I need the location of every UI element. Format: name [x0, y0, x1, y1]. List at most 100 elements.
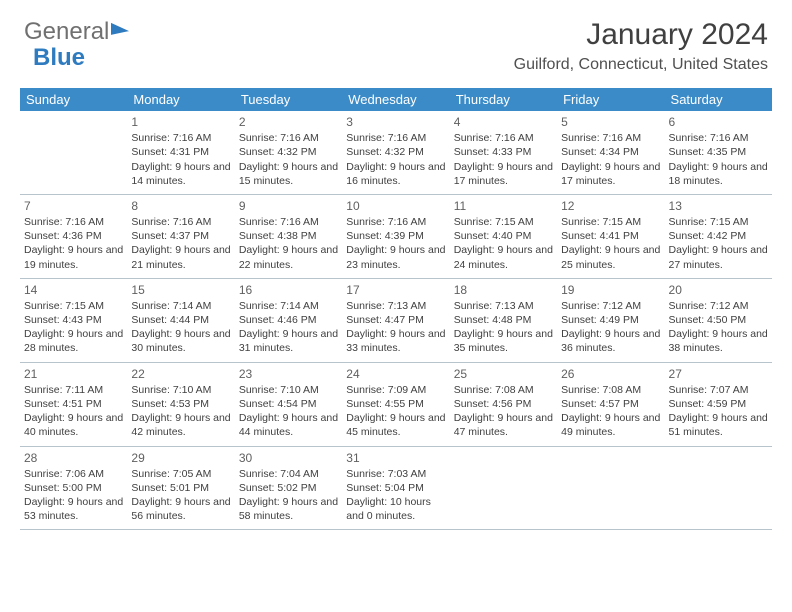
daylight-text: Daylight: 9 hours and 30 minutes. [131, 327, 230, 355]
sunrise-text: Sunrise: 7:13 AM [346, 299, 445, 313]
daylight-text: Daylight: 10 hours and 0 minutes. [346, 495, 445, 523]
week-row: 7Sunrise: 7:16 AMSunset: 4:36 PMDaylight… [20, 194, 772, 278]
daylight-text: Daylight: 9 hours and 40 minutes. [24, 411, 123, 439]
sunrise-text: Sunrise: 7:03 AM [346, 467, 445, 481]
day-number: 9 [239, 198, 338, 214]
day-number: 28 [24, 450, 123, 466]
sunrise-text: Sunrise: 7:05 AM [131, 467, 230, 481]
sunset-text: Sunset: 4:44 PM [131, 313, 230, 327]
sunrise-text: Sunrise: 7:09 AM [346, 383, 445, 397]
day-number: 16 [239, 282, 338, 298]
day-number: 22 [131, 366, 230, 382]
daylight-text: Daylight: 9 hours and 21 minutes. [131, 243, 230, 271]
day-cell: 9Sunrise: 7:16 AMSunset: 4:38 PMDaylight… [235, 194, 342, 278]
daylight-text: Daylight: 9 hours and 23 minutes. [346, 243, 445, 271]
sunset-text: Sunset: 4:43 PM [24, 313, 123, 327]
brand-part1: General [24, 18, 109, 46]
sunset-text: Sunset: 4:54 PM [239, 397, 338, 411]
day-cell: 5Sunrise: 7:16 AMSunset: 4:34 PMDaylight… [557, 111, 664, 194]
title-block: January 2024 Guilford, Connecticut, Unit… [514, 18, 768, 74]
calendar-body: 1 Sunrise: 7:16 AM Sunset: 4:31 PM Daylight… [20, 111, 772, 530]
day-cell: 21Sunrise: 7:11 AMSunset: 4:51 PMDayligh… [20, 362, 127, 446]
sunset-text: Sunset: 4:51 PM [24, 397, 123, 411]
day-header: Friday [557, 88, 664, 111]
day-number: 6 [669, 114, 768, 130]
daylight-text: Daylight: 9 hours and 33 minutes. [346, 327, 445, 355]
daylight-text: Daylight: 9 hours and 38 minutes. [669, 327, 768, 355]
day-number: 5 [561, 114, 660, 130]
day-cell: 4Sunrise: 7:16 AMSunset: 4:33 PMDaylight… [450, 111, 557, 194]
day-cell: 3Sunrise: 7:16 AMSunset: 4:32 PMDaylight… [342, 111, 449, 194]
sunset-text: Sunset: 5:01 PM [131, 481, 230, 495]
day-cell: 24Sunrise: 7:09 AMSunset: 4:55 PMDayligh… [342, 362, 449, 446]
daylight-text: Daylight: 9 hours and 47 minutes. [454, 411, 553, 439]
sunset-text: Sunset: 4:39 PM [346, 229, 445, 243]
day-header: Thursday [450, 88, 557, 111]
sunrise-text: Sunrise: 7:14 AM [239, 299, 338, 313]
day-number: 30 [239, 450, 338, 466]
daylight-text: Daylight: 9 hours and 58 minutes. [239, 495, 338, 523]
day-cell: 22Sunrise: 7:10 AMSunset: 4:53 PMDayligh… [127, 362, 234, 446]
day-number: 19 [561, 282, 660, 298]
day-cell [557, 446, 664, 530]
day-cell: 15Sunrise: 7:14 AMSunset: 4:44 PMDayligh… [127, 278, 234, 362]
daylight-text: Daylight: 9 hours and 56 minutes. [131, 495, 230, 523]
day-cell: 17Sunrise: 7:13 AMSunset: 4:47 PMDayligh… [342, 278, 449, 362]
sunset-text: Sunset: 4:48 PM [454, 313, 553, 327]
sunrise-text: Sunrise: 7:08 AM [454, 383, 553, 397]
sunset-text: Sunset: 4:38 PM [239, 229, 338, 243]
sunrise-text: Sunrise: 7:14 AM [131, 299, 230, 313]
day-number: 29 [131, 450, 230, 466]
sunrise-text: Sunrise: 7:13 AM [454, 299, 553, 313]
day-number: 2 [239, 114, 338, 130]
sunrise-text: Sunrise: 7:07 AM [669, 383, 768, 397]
sunrise-text: Sunrise: 7:10 AM [131, 383, 230, 397]
daylight-text: Daylight: 9 hours and 18 minutes. [669, 160, 768, 188]
day-number: 21 [24, 366, 123, 382]
day-cell: 27Sunrise: 7:07 AMSunset: 4:59 PMDayligh… [665, 362, 772, 446]
sunset-text: Sunset: 5:04 PM [346, 481, 445, 495]
sunset-text: Sunset: 4:41 PM [561, 229, 660, 243]
daylight-text: Daylight: 9 hours and 31 minutes. [239, 327, 338, 355]
day-number: 17 [346, 282, 445, 298]
sunset-text: Sunset: 4:32 PM [239, 145, 338, 159]
sunset-text: Sunset: 4:50 PM [669, 313, 768, 327]
sunset-text: Sunset: 4:49 PM [561, 313, 660, 327]
brand-logo: General [24, 18, 129, 46]
day-cell: 10Sunrise: 7:16 AMSunset: 4:39 PMDayligh… [342, 194, 449, 278]
day-number: 1 [131, 114, 230, 130]
day-number: 31 [346, 450, 445, 466]
sunset-text: Sunset: 4:32 PM [346, 145, 445, 159]
sunset-text: Sunset: 4:56 PM [454, 397, 553, 411]
daylight-text: Daylight: 9 hours and 17 minutes. [454, 160, 553, 188]
daylight-text: Daylight: 9 hours and 24 minutes. [454, 243, 553, 271]
sunset-text: Sunset: 4:35 PM [669, 145, 768, 159]
sunset-text: Sunset: 4:33 PM [454, 145, 553, 159]
day-header: Saturday [665, 88, 772, 111]
day-cell: 13Sunrise: 7:15 AMSunset: 4:42 PMDayligh… [665, 194, 772, 278]
sunrise-text: Sunrise: 7:15 AM [24, 299, 123, 313]
day-cell: 11Sunrise: 7:15 AMSunset: 4:40 PMDayligh… [450, 194, 557, 278]
sunrise-text: Sunrise: 7:16 AM [24, 215, 123, 229]
daylight-text: Daylight: 9 hours and 15 minutes. [239, 160, 338, 188]
day-number: 24 [346, 366, 445, 382]
sunrise-text: Sunrise: 7:16 AM [346, 215, 445, 229]
day-cell: 31Sunrise: 7:03 AMSunset: 5:04 PMDayligh… [342, 446, 449, 530]
brand-part2: Blue [33, 44, 85, 71]
day-number: 4 [454, 114, 553, 130]
day-number: 27 [669, 366, 768, 382]
sunset-text: Sunset: 4:59 PM [669, 397, 768, 411]
sunrise-text: Sunrise: 7:16 AM [239, 215, 338, 229]
sunset-text: Sunset: 4:31 PM [131, 145, 230, 159]
location-label: Guilford, Connecticut, United States [514, 56, 768, 74]
brand-triangle-icon [111, 19, 129, 35]
day-cell: 26Sunrise: 7:08 AMSunset: 4:57 PMDayligh… [557, 362, 664, 446]
day-header: Wednesday [342, 88, 449, 111]
sunset-text: Sunset: 4:37 PM [131, 229, 230, 243]
day-cell: 12Sunrise: 7:15 AMSunset: 4:41 PMDayligh… [557, 194, 664, 278]
day-number: 7 [24, 198, 123, 214]
day-cell: 30Sunrise: 7:04 AMSunset: 5:02 PMDayligh… [235, 446, 342, 530]
week-row: 14Sunrise: 7:15 AMSunset: 4:43 PMDayligh… [20, 278, 772, 362]
sunrise-text: Sunrise: 7:12 AM [561, 299, 660, 313]
page-header: General January 2024 Guilford, Connectic… [0, 0, 792, 78]
